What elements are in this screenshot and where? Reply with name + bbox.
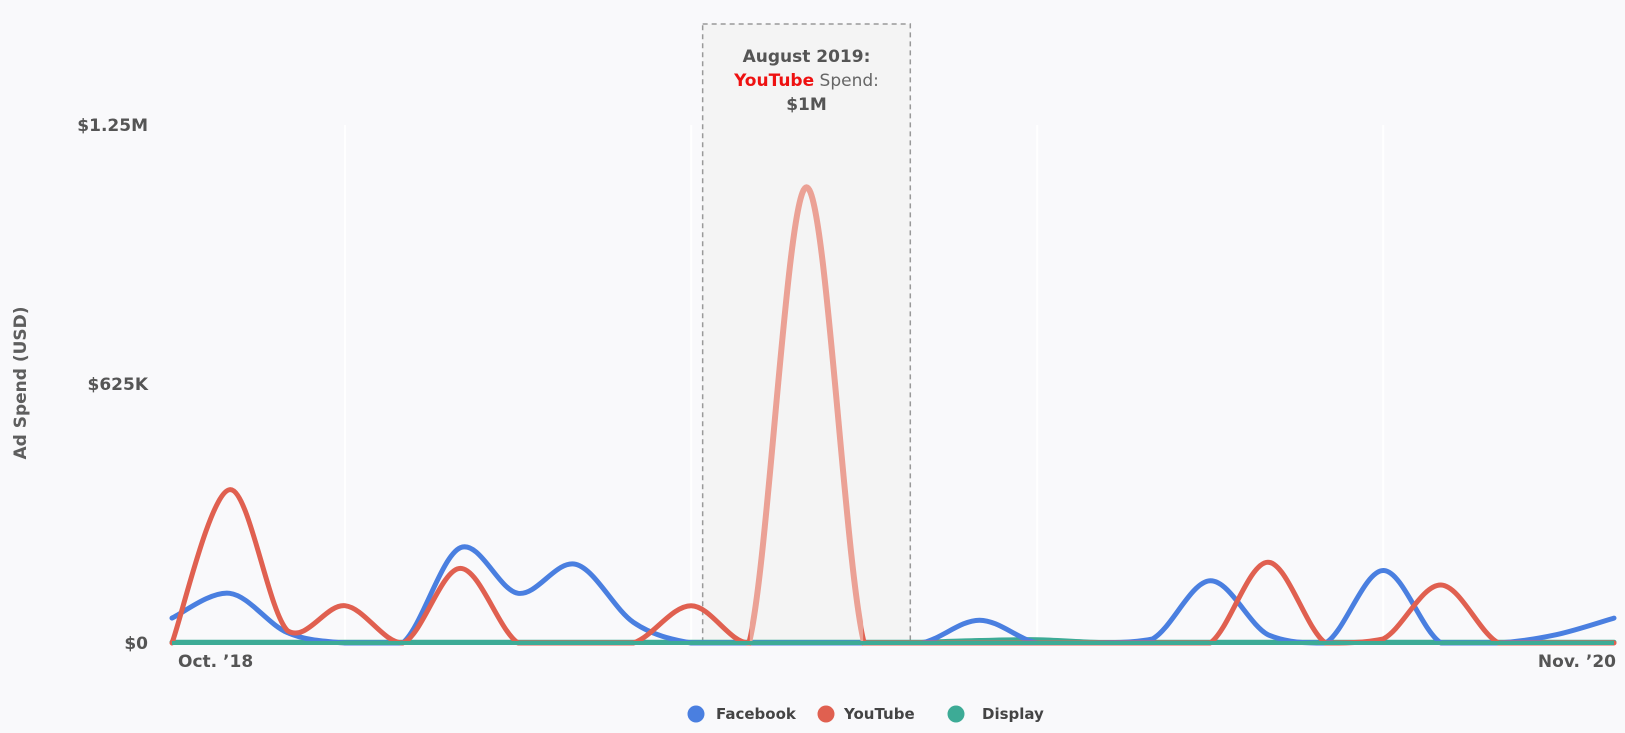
legend-marker-facebook xyxy=(687,705,705,723)
legend-marker-display xyxy=(947,705,965,723)
x-tick-label: Nov. ’20 xyxy=(1538,652,1616,672)
legend-label-youtube: YouTube xyxy=(843,705,915,723)
annotation-line: YouTube Spend: xyxy=(733,71,879,91)
x-axis-ticks: Oct. ’18 Nov. ’20 xyxy=(178,652,1616,672)
y-axis-ticks: $0 $625K $1.25M xyxy=(77,116,149,654)
legend-label-facebook: Facebook xyxy=(716,705,797,723)
gridlines xyxy=(344,125,1385,643)
x-tick-label: Oct. ’18 xyxy=(178,652,253,672)
y-axis-title: Ad Spend (USD) xyxy=(11,306,31,459)
y-tick-label: $0 xyxy=(124,634,148,654)
annotation-title: August 2019: xyxy=(743,47,871,67)
annotation-series: YouTube xyxy=(733,71,814,91)
highlighted-peak xyxy=(749,184,864,647)
legend: Facebook YouTube Display xyxy=(687,705,1044,723)
annotation-metric: Spend: xyxy=(820,71,879,91)
y-tick-label: $625K xyxy=(88,375,149,395)
legend-label-display: Display xyxy=(982,705,1044,723)
annotation-value: $1M xyxy=(786,95,827,115)
legend-marker-youtube xyxy=(817,705,835,723)
y-tick-label: $1.25M xyxy=(77,116,148,136)
highlight-box xyxy=(701,23,912,644)
